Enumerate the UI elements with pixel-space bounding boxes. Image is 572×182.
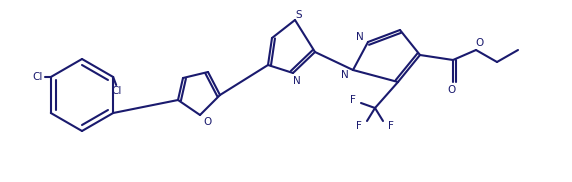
Text: Cl: Cl — [111, 86, 121, 96]
Text: N: N — [356, 32, 364, 42]
Text: N: N — [341, 70, 349, 80]
Text: F: F — [350, 95, 356, 105]
Text: O: O — [476, 38, 484, 48]
Text: Cl: Cl — [33, 72, 43, 82]
Text: S: S — [296, 10, 303, 20]
Text: F: F — [356, 121, 362, 131]
Text: F: F — [388, 121, 394, 131]
Text: O: O — [203, 117, 211, 127]
Text: N: N — [293, 76, 301, 86]
Text: O: O — [447, 85, 455, 95]
